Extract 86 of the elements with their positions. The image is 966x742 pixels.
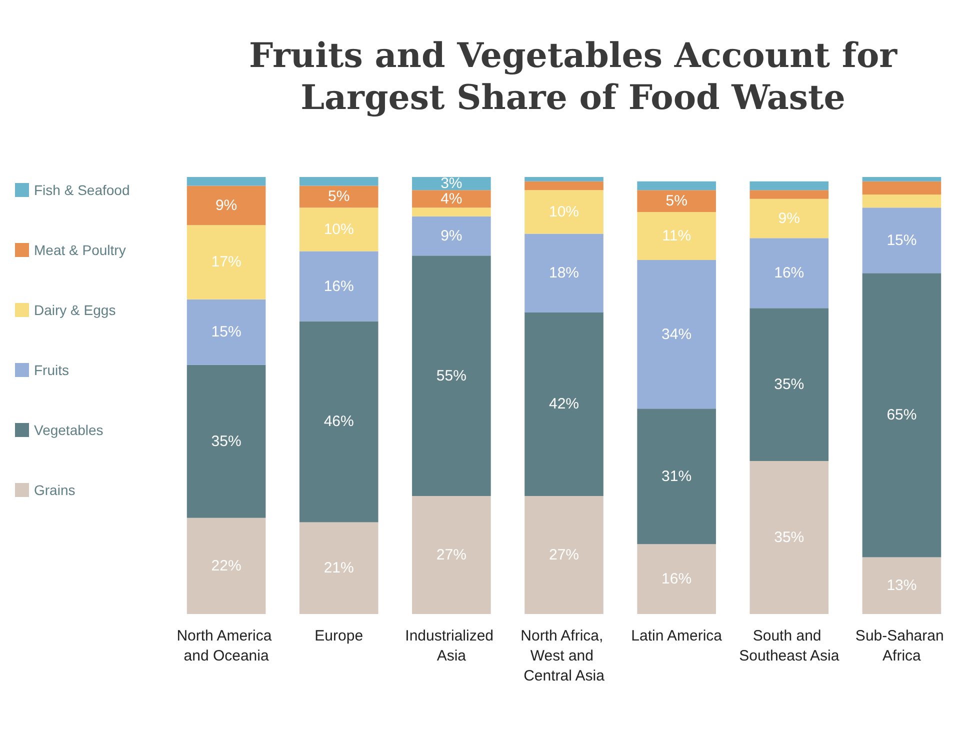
data-label: 46% xyxy=(324,413,354,430)
data-label: 17% xyxy=(211,254,242,271)
data-label: 3% xyxy=(440,175,462,192)
bar xyxy=(862,194,942,208)
bar xyxy=(524,181,604,190)
bar xyxy=(750,461,829,614)
data-label: 4% xyxy=(440,190,462,208)
bar xyxy=(637,544,716,614)
data-label: 18% xyxy=(548,264,580,282)
bar xyxy=(862,557,942,614)
data-label: 11% xyxy=(662,227,692,244)
bar xyxy=(524,234,604,312)
bar xyxy=(186,364,266,518)
bar xyxy=(524,496,604,614)
bar xyxy=(750,308,829,462)
data-label: 55% xyxy=(436,367,466,384)
x-tick-label: Sub-Saharan Africa xyxy=(855,628,948,664)
bar xyxy=(524,312,604,496)
data-label: 27% xyxy=(548,546,580,564)
bar xyxy=(750,238,829,308)
data-label: 9% xyxy=(215,196,238,214)
data-label: 35% xyxy=(774,376,804,394)
data-label: 35% xyxy=(211,432,242,450)
legend-label: Dairy & Eggs xyxy=(34,302,116,318)
legend-label: Grains xyxy=(34,482,76,498)
bar xyxy=(299,321,378,522)
bar xyxy=(862,177,942,182)
data-label: 21% xyxy=(324,560,354,577)
bar xyxy=(524,190,604,234)
bar xyxy=(750,181,829,190)
bar xyxy=(637,181,716,190)
data-label: 10% xyxy=(548,203,580,220)
x-tick-label: Latin America xyxy=(631,628,723,644)
bar xyxy=(412,208,491,216)
bar xyxy=(412,496,491,614)
data-label: 27% xyxy=(436,546,466,564)
bar xyxy=(862,181,942,194)
bar xyxy=(299,186,378,208)
bar xyxy=(299,208,378,252)
legend-label: Fish & Seafood xyxy=(34,182,130,198)
bar xyxy=(186,518,266,614)
bar xyxy=(750,190,829,199)
bar xyxy=(299,251,378,322)
data-label: 15% xyxy=(886,232,917,249)
legend-label: Meat & Poultry xyxy=(34,242,126,258)
data-label: 16% xyxy=(662,570,692,588)
x-tick-label: Industrialized Asia xyxy=(405,628,498,664)
bar xyxy=(299,177,378,186)
data-label: 16% xyxy=(324,278,354,295)
legend-label: Fruits xyxy=(34,362,69,378)
bar xyxy=(412,256,491,496)
bar xyxy=(862,208,942,274)
bar xyxy=(412,190,491,208)
data-label: 9% xyxy=(440,227,462,244)
data-label: 5% xyxy=(328,188,350,206)
data-label: 10% xyxy=(324,220,354,238)
legend-label: Vegetables xyxy=(34,422,104,438)
bar xyxy=(412,216,491,256)
bar xyxy=(524,177,604,182)
data-label: 35% xyxy=(774,529,804,546)
data-label: 22% xyxy=(211,557,242,574)
x-tick-label: South and Southeast Asia xyxy=(739,628,840,664)
bar xyxy=(186,186,266,226)
bar xyxy=(186,225,266,300)
x-tick-label: North Africa, West and Central Asia xyxy=(520,628,608,684)
bar xyxy=(637,408,716,544)
x-tick-label: Europe xyxy=(314,628,364,644)
bar xyxy=(299,522,378,614)
x-tick-label: North America and Oceania xyxy=(176,628,276,664)
data-label: 65% xyxy=(886,406,917,424)
bar xyxy=(186,177,266,186)
bar xyxy=(750,198,829,238)
bar xyxy=(637,190,716,212)
data-label: 15% xyxy=(211,324,242,341)
bar xyxy=(637,212,716,260)
bar xyxy=(862,273,942,558)
data-label: 42% xyxy=(548,396,580,413)
bar xyxy=(186,299,266,365)
data-label: 5% xyxy=(666,192,688,210)
data-label: 13% xyxy=(886,577,917,594)
chart-title: Fruits and Vegetables Account for Largest Share of Food Waste xyxy=(248,36,898,118)
bar xyxy=(637,260,716,409)
data-label: 31% xyxy=(662,468,692,485)
data-label: 9% xyxy=(778,210,800,228)
data-label: 16% xyxy=(774,264,804,282)
data-label: 34% xyxy=(662,326,692,343)
